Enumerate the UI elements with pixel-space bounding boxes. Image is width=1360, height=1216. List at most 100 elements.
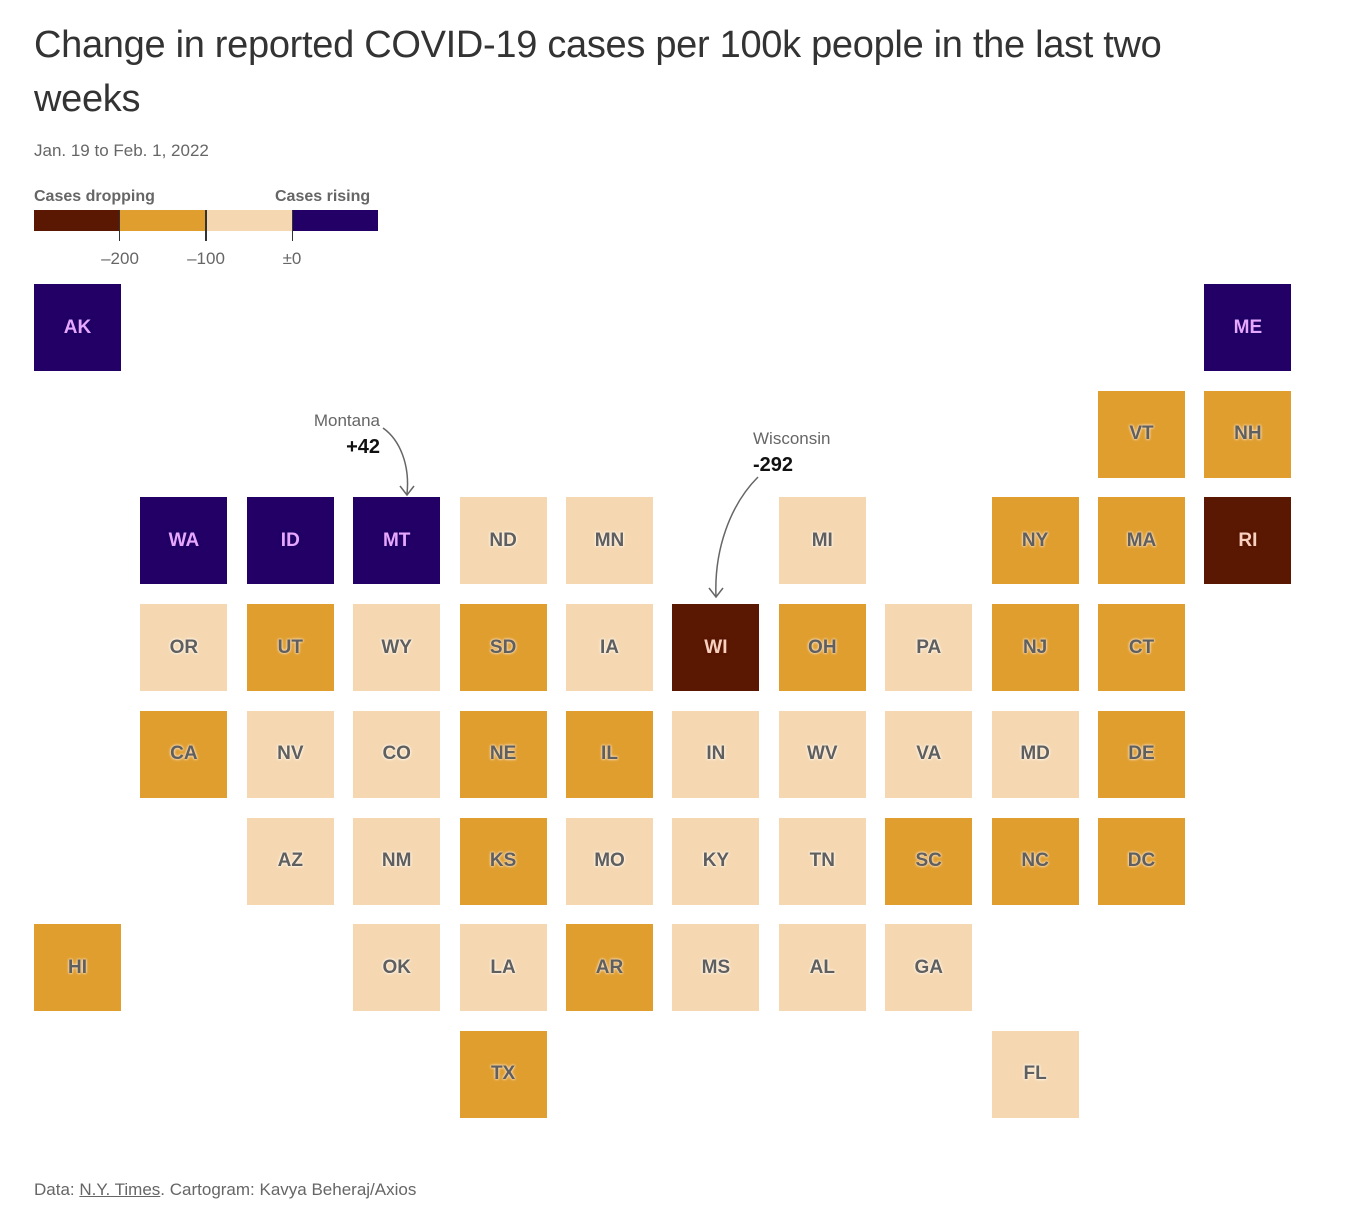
state-tile-me: ME [1204,284,1292,371]
state-label: ME [1233,316,1263,338]
state-tile-mn: MN [566,497,653,585]
footer-prefix: Data: [34,1180,80,1199]
state-tile-fl: FL [991,1030,1079,1118]
state-label: CO [382,743,411,765]
state-tile-dc: DC [1098,817,1185,905]
legend-right-label: Cases rising [275,188,371,205]
state-label: VA [916,743,942,765]
state-tile-vt: VT [1098,390,1185,478]
state-tile-nv: NV [246,710,334,798]
state-label: MA [1126,529,1157,551]
state-label: AK [63,316,92,338]
state-label: SC [915,850,942,871]
state-label: OR [169,636,199,658]
wisconsin-arrow [715,476,759,598]
state-label: VT [1129,423,1154,445]
state-label: LA [490,956,516,978]
legend-tick [292,210,293,241]
state-tile-ak: AK [34,284,121,371]
state-tile-ky: KY [672,817,760,905]
legend-bin-2 [206,210,292,231]
state-label: ND [489,529,517,551]
state-tile-sc: SC [885,817,973,905]
state-label: NJ [1022,636,1048,658]
state-tile-nd: ND [459,497,547,585]
state-label: IN [706,743,726,765]
state-tile-va: VA [885,710,973,798]
state-label: AL [809,956,835,978]
legend-tick [119,210,120,241]
state-tile-nh: NH [1204,390,1292,478]
legend-left-label: Cases dropping [34,188,155,205]
state-label: MN [594,529,625,551]
state-label: CT [1128,636,1155,658]
state-label: RI [1238,529,1258,551]
state-tile-nc: NC [991,817,1079,905]
state-tile-in: IN [672,710,760,798]
state-label: MT [382,529,411,551]
state-label: NY [1021,529,1049,551]
montana-arrow [382,427,409,495]
state-tile-or: OR [140,604,228,692]
state-label: WA [168,529,200,551]
state-label: AR [595,956,624,978]
state-label: DC [1127,850,1156,871]
state-tile-ut: UT [246,604,334,692]
state-tile-hi: HI [34,924,121,1012]
state-label: ID [280,529,300,551]
state-label: MO [594,850,625,871]
state-label: NV [277,743,304,765]
state-tile-ia: IA [566,604,653,692]
state-tile-ne: NE [459,710,547,798]
state-tile-ma: MA [1098,497,1185,585]
state-tile-nj: NJ [991,604,1079,692]
wisconsin-arrowhead [708,587,724,599]
state-label: WY [381,636,412,658]
state-label: PA [916,636,942,658]
state-tile-co: CO [353,710,441,798]
state-label: TX [490,1063,516,1085]
state-label: MI [811,529,833,551]
state-label: OH [808,636,837,658]
state-label: TN [809,850,835,871]
state-label: OK [382,956,411,978]
state-tile-mo: MO [566,817,653,905]
state-tile-wv: WV [778,710,866,798]
state-tile-ny: NY [991,497,1079,585]
legend-tick-label: –200 [101,249,139,268]
state-tile-id: ID [246,497,334,585]
state-tile-pa: PA [885,604,973,692]
state-label: WV [806,743,838,765]
state-label: NM [381,850,412,871]
legend-bin-0 [34,210,120,231]
state-label: KS [489,850,517,871]
state-label: KY [702,850,730,871]
state-tile-mt: MT [353,497,441,585]
state-label: MS [701,956,731,978]
chart-subtitle: Jan. 19 to Feb. 1, 2022 [34,141,209,160]
montana-arrowhead [399,485,415,497]
state-label: IL [601,743,618,765]
state-tile-wi: WI [672,604,760,692]
state-tile-il: IL [566,710,653,798]
footer-credit: Data: N.Y. Times. Cartogram: Kavya Beher… [34,1180,416,1200]
state-label: CA [170,743,198,765]
state-label: DE [1128,743,1155,765]
state-tile-ct: CT [1098,604,1185,692]
state-label: HI [68,956,87,978]
legend-tick-label: –100 [187,249,225,268]
legend-tick [205,210,207,241]
chart-title: Change in reported COVID-19 cases per 10… [34,24,1162,120]
state-tile-la: LA [459,924,547,1012]
state-label: IA [600,636,619,658]
state-tile-ar: AR [566,924,653,1012]
state-tile-sd: SD [459,604,547,692]
state-tile-wa: WA [140,497,228,585]
state-tile-nm: NM [353,817,441,905]
legend-tick-label: ±0 [282,249,302,268]
state-tile-mi: MI [778,497,866,585]
state-tile-ks: KS [459,817,547,905]
source-link[interactable]: N.Y. Times [79,1180,161,1199]
state-label: NH [1234,423,1262,445]
